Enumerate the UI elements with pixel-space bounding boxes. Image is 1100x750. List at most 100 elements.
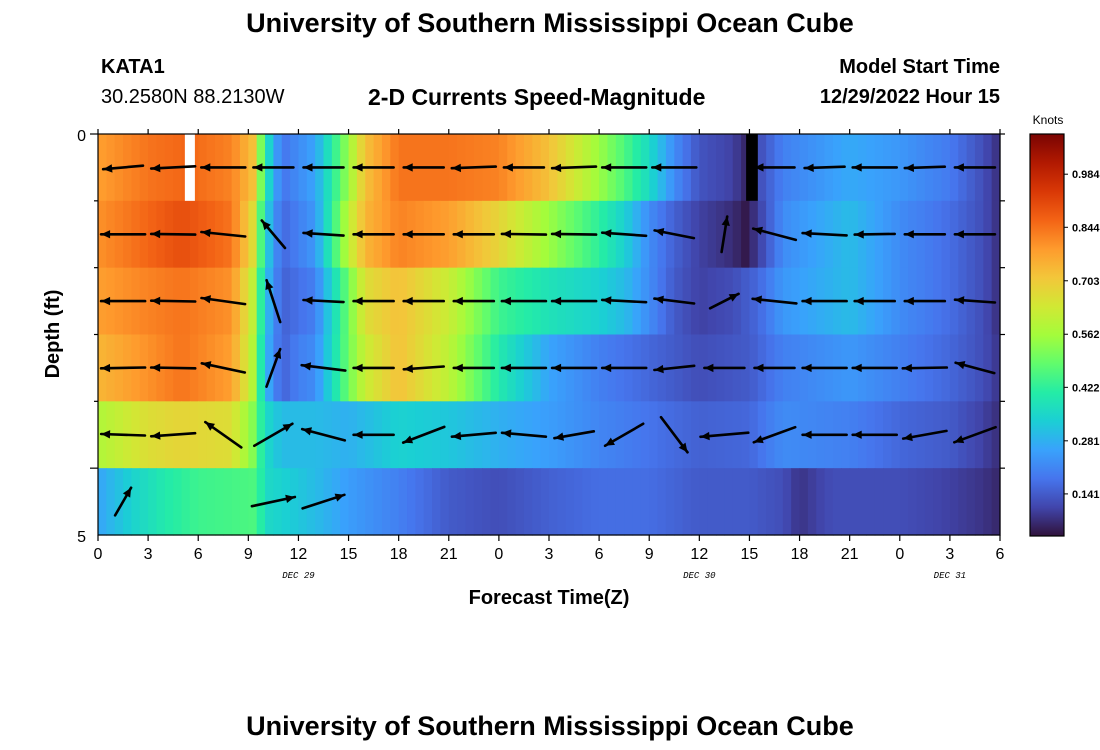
heatmap-cell: [908, 401, 918, 469]
x-tick-label: 3: [545, 546, 554, 563]
current-vector-head: [261, 220, 271, 231]
x-tick-label: 12: [690, 546, 708, 563]
heatmap-cell: [899, 401, 909, 469]
current-vector-head: [904, 163, 914, 172]
heatmap-cell: [716, 134, 725, 202]
heatmap-cell: [273, 200, 283, 269]
x-tick-label: 3: [945, 546, 954, 563]
current-vector-head: [501, 229, 511, 239]
current-vector-head: [753, 435, 764, 444]
heatmap-cell: [757, 468, 767, 536]
heatmap-cell: [290, 334, 300, 402]
current-vector-head: [852, 363, 862, 373]
heatmap-cell: [131, 468, 141, 536]
heatmap-cell: [699, 468, 709, 536]
heatmap-cell: [189, 401, 199, 469]
heatmap-cell: [549, 468, 558, 536]
heatmap-cell: [741, 134, 751, 202]
heatmap-cell: [899, 468, 909, 536]
heatmap-cell: [791, 468, 801, 536]
current-vector-head: [201, 228, 211, 238]
current-vector-head: [303, 296, 313, 305]
heatmap-cell: [256, 401, 266, 469]
heatmap-cell: [231, 267, 241, 336]
current-vector-head: [554, 432, 564, 441]
heatmap-cell: [281, 401, 291, 469]
x-tick-label: 18: [390, 546, 408, 563]
current-vector-head: [654, 295, 664, 304]
heatmap-cell: [490, 401, 500, 469]
current-vector-head: [282, 423, 293, 432]
heatmap-cell: [290, 401, 300, 469]
heatmap-cell: [690, 200, 700, 269]
heatmap-cell: [198, 267, 208, 336]
heatmap-cell: [381, 468, 391, 536]
x-axis: 0 3 6 9 12 15 18 21 0 3 6 9 12 15 18 21 0 3 6 DEC 29 DEC 30 D…: [94, 129, 1005, 581]
current-vector-head: [903, 432, 913, 442]
current-vector-head: [753, 226, 763, 235]
current-vector-head: [802, 430, 812, 439]
heatmap-cell: [824, 468, 834, 536]
heatmap-cell: [983, 468, 993, 536]
heatmap-cell: [991, 468, 1001, 536]
heatmap-cell: [139, 468, 149, 536]
heatmap-cell: [908, 468, 918, 536]
heatmap-cell: [749, 200, 759, 269]
heatmap-cell: [724, 468, 734, 536]
x-tick-label: 0: [494, 546, 503, 563]
heatmap-cell: [741, 401, 751, 469]
heatmap-cell: [816, 468, 826, 536]
current-vector-head: [151, 431, 161, 440]
heatmap-cell: [682, 200, 692, 269]
heatmap-cell: [540, 401, 550, 469]
heatmap-cell: [265, 401, 274, 469]
heatmap-cell: [206, 468, 216, 536]
colorbar-tick-label: 0.984: [1072, 169, 1100, 181]
heatmap-cell: [774, 468, 784, 536]
heatmap-cell: [757, 401, 767, 469]
heatmap-cell: [732, 134, 742, 202]
heatmap-cell: [248, 267, 258, 336]
heatmap-cell: [440, 468, 450, 536]
current-vector-head: [101, 363, 111, 373]
heatmap-cell: [298, 468, 308, 536]
heatmap-cell: [741, 267, 751, 336]
heatmap-cell: [306, 334, 316, 402]
current-vector-head: [303, 163, 313, 172]
x-tick-label: 12: [290, 546, 308, 563]
heatmap-cell: [323, 468, 333, 536]
current-vector-head: [403, 364, 413, 373]
heatmap-cell: [523, 468, 533, 536]
heatmap-cell: [331, 401, 341, 469]
heatmap-cell: [949, 267, 959, 336]
heatmap-cell: [457, 468, 467, 536]
heatmap-cell: [498, 468, 508, 536]
heatmap-cell: [707, 468, 717, 536]
heatmap-cell: [807, 468, 817, 536]
current-vector-head: [334, 493, 345, 502]
heatmap-cell: [290, 200, 300, 269]
heatmap-cell: [440, 401, 450, 469]
heatmap-cell: [774, 401, 784, 469]
heatmap-cell: [599, 267, 609, 336]
heatmap-cell: [966, 468, 976, 536]
heatmap-cell: [841, 134, 851, 202]
heatmap-cell: [690, 401, 700, 469]
heatmap-cell: [407, 401, 416, 469]
heatmap-cell: [682, 468, 692, 536]
heatmap-cell: [557, 468, 567, 536]
heatmap-cell: [849, 468, 859, 536]
heatmap-cell: [749, 401, 759, 469]
heatmap-cell: [507, 468, 517, 536]
x-date-label: DEC 29: [282, 571, 315, 581]
heatmap-cell: [657, 468, 667, 536]
heatmap-cell: [156, 468, 166, 536]
current-vector-head: [285, 494, 295, 503]
heatmap-cell: [983, 334, 993, 402]
heatmap-cell: [574, 468, 584, 536]
heatmap-cell: [640, 468, 650, 536]
heatmap-cell: [239, 468, 249, 536]
current-vector-head: [265, 280, 274, 290]
heatmap-cell: [649, 334, 659, 402]
heatmap-cell: [198, 200, 208, 269]
